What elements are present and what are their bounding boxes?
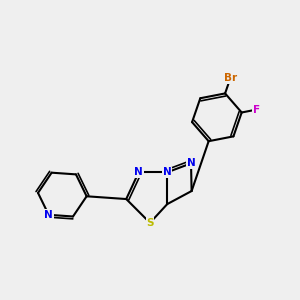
- Text: N: N: [134, 167, 143, 177]
- Text: N: N: [163, 167, 172, 177]
- Text: N: N: [44, 210, 53, 220]
- Text: F: F: [253, 105, 260, 115]
- Text: S: S: [146, 218, 154, 228]
- Text: Br: Br: [224, 73, 237, 83]
- Text: N: N: [187, 158, 195, 168]
